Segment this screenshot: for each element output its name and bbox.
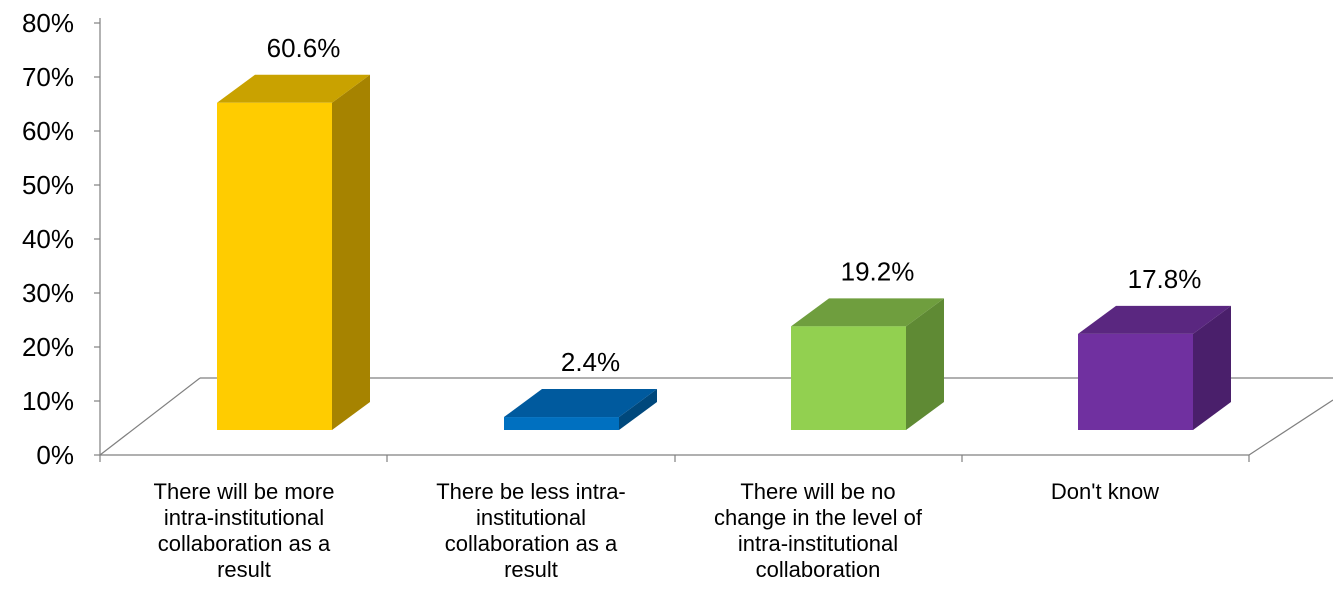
- data-label: 19.2%: [841, 256, 915, 286]
- bar: [791, 298, 944, 430]
- y-tick-label: 10%: [22, 386, 74, 416]
- x-category-label-line: There be less intra-: [436, 479, 626, 504]
- data-label: 60.6%: [267, 33, 341, 63]
- bar-side-face: [1193, 305, 1231, 430]
- chart-axes: 0% 10% 20% 30% 40% 50% 60% 70% 80%: [22, 8, 1333, 470]
- y-tick-label: 40%: [22, 224, 74, 254]
- x-category-label: Don't know: [980, 479, 1230, 505]
- x-category-label-line: result: [217, 557, 271, 582]
- x-category-label-line: There will be no: [740, 479, 896, 504]
- y-tick-label: 60%: [22, 116, 74, 146]
- x-category-label-line: change in the level of: [714, 505, 922, 530]
- x-category-label-line: result: [504, 557, 558, 582]
- x-category-label-line: collaboration: [755, 557, 881, 582]
- bar-front-face: [1078, 333, 1193, 430]
- x-category-label: There will be more intra-institutional col…: [119, 479, 369, 583]
- x-category-label: There will be no change in the level of in…: [693, 479, 943, 583]
- x-category-label-line: There will be more: [153, 479, 335, 504]
- bar: [1078, 305, 1231, 430]
- x-category-label-line: institutional: [475, 505, 587, 530]
- bar-front-face: [504, 417, 619, 430]
- data-label: 17.8%: [1128, 264, 1202, 294]
- bar-top-face: [217, 74, 370, 103]
- bar-side-face: [619, 389, 657, 430]
- y-tick-label: 0%: [36, 440, 74, 470]
- y-tick-label: 50%: [22, 170, 74, 200]
- x-category-label: There be less intra-institutional collabo…: [406, 479, 656, 583]
- x-category-label-line: intra-institutional: [163, 505, 325, 530]
- y-tick-label: 80%: [22, 8, 74, 38]
- bar: [217, 74, 370, 430]
- bar-front-face: [217, 102, 332, 430]
- x-category-label-line: intra-institutional: [737, 531, 899, 556]
- floor-left-edge: [99, 377, 201, 456]
- x-category-label-line: collaboration as a: [444, 531, 618, 556]
- bar-top-face: [1078, 305, 1231, 334]
- x-category-label-line: Don't know: [1050, 479, 1160, 504]
- data-label: 2.4%: [561, 347, 620, 377]
- bar-top-face: [791, 298, 944, 327]
- bar-side-face: [906, 298, 944, 430]
- y-tick-label: 30%: [22, 278, 74, 308]
- y-tick-label: 70%: [22, 62, 74, 92]
- bar-front-face: [791, 326, 906, 430]
- bar-side-face: [332, 74, 370, 430]
- bar: [504, 389, 657, 430]
- y-tick-label: 20%: [22, 332, 74, 362]
- bar-top-face: [504, 389, 657, 418]
- chart-data-labels: 60.6% 2.4% 19.2% 17.8%: [267, 33, 1202, 377]
- chart-bars: [217, 74, 1231, 430]
- x-category-label-line: collaboration as a: [157, 531, 331, 556]
